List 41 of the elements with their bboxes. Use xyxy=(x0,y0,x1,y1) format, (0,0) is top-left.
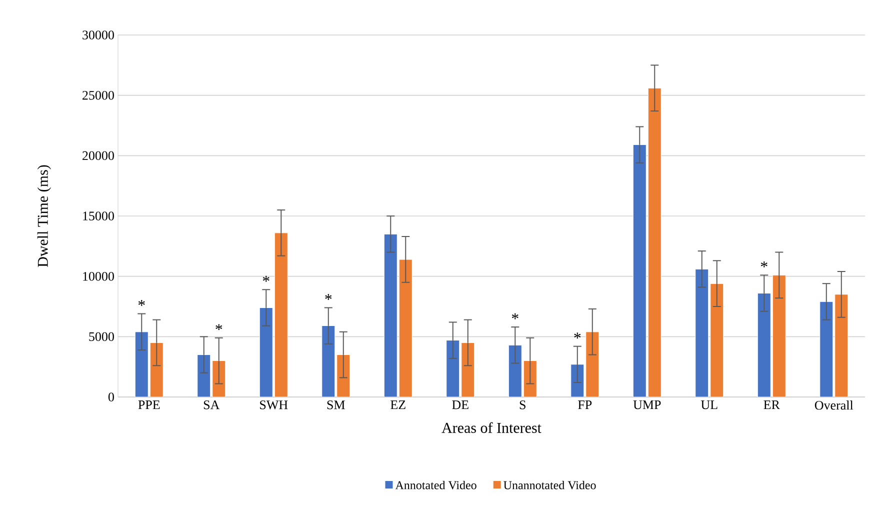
y-tick-label: 5000 xyxy=(89,332,114,342)
annotation: * xyxy=(325,294,332,300)
bar xyxy=(259,307,273,397)
x-tick-label: PPE xyxy=(138,400,160,410)
bar xyxy=(322,326,336,397)
bar xyxy=(446,340,460,397)
x-tick-label: SWH xyxy=(260,400,288,410)
x-tick-label: SA xyxy=(204,400,220,410)
x-tick-label: DE xyxy=(452,400,468,410)
annotation: * xyxy=(574,332,581,339)
x-tick-label: S xyxy=(520,400,526,410)
bar xyxy=(757,292,771,397)
bar xyxy=(384,234,398,397)
annotation: * xyxy=(216,324,222,330)
y-tick-label: 10000 xyxy=(83,272,114,281)
y-tick-label: 20000 xyxy=(82,151,114,160)
y-tick-label: 30000 xyxy=(82,30,114,40)
y-tick-label: 0 xyxy=(108,392,114,402)
legend-label: Annotated Video xyxy=(395,480,476,490)
bar xyxy=(134,332,148,397)
y-axis-title: Dwell Time (ms) xyxy=(37,165,51,267)
x-tick-label: EZ xyxy=(390,400,406,410)
x-tick-label: UL xyxy=(700,400,718,410)
x-axis-title: Areas of Interest xyxy=(442,422,542,433)
bar xyxy=(197,354,211,397)
bar xyxy=(632,144,646,397)
x-tick-label: ER xyxy=(764,400,780,410)
x-tick-label: FP xyxy=(578,400,592,410)
x-tick-label: SM xyxy=(327,400,345,410)
bar xyxy=(820,301,834,397)
y-tick-label: 25000 xyxy=(82,90,114,100)
annotation: * xyxy=(760,261,768,268)
x-tick-label: Overall xyxy=(814,400,854,410)
annotation: * xyxy=(262,276,270,282)
y-tick-label: 15000 xyxy=(83,212,114,220)
annotation: * xyxy=(138,300,145,306)
x-tick-label: UMP xyxy=(633,400,661,410)
bar xyxy=(695,268,709,397)
legend-label: Unannotated Video xyxy=(504,480,596,490)
annotation: * xyxy=(512,313,518,320)
bar xyxy=(508,344,522,397)
